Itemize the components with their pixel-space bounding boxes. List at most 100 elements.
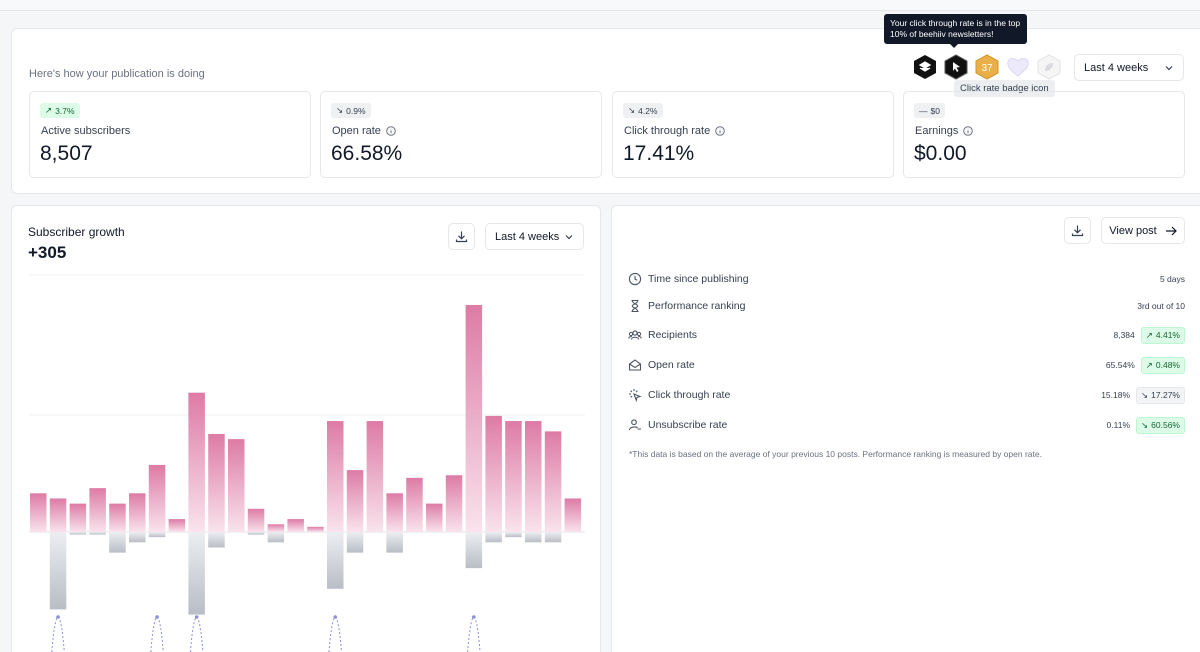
bar-new-subscribers bbox=[30, 493, 47, 532]
bar-new-subscribers bbox=[247, 508, 265, 532]
bar-new-subscribers bbox=[525, 421, 542, 532]
bar-new-subscribers bbox=[267, 524, 285, 532]
bar-unsubscribes bbox=[525, 532, 542, 543]
hourglass-icon bbox=[631, 299, 639, 313]
leaf-badge-icon[interactable] bbox=[1037, 54, 1061, 80]
metric-change-badge: — $0 bbox=[914, 103, 945, 118]
bar-new-subscribers bbox=[287, 519, 304, 532]
bar-new-subscribers bbox=[307, 526, 324, 532]
bar-new-subscribers bbox=[109, 503, 126, 532]
post-event-marker bbox=[194, 615, 199, 619]
metric-label: Active subscribers bbox=[41, 125, 131, 137]
metric-earnings: — $0 Earnings $0.00 bbox=[903, 91, 1185, 178]
metric-value: 17.41% bbox=[623, 142, 695, 165]
subscriber-growth-card: Subscriber growth +305 Last 4 weeks bbox=[11, 205, 601, 652]
bar-unsubscribes bbox=[544, 532, 562, 543]
bar-new-subscribers bbox=[564, 498, 582, 532]
bar-new-subscribers bbox=[485, 415, 502, 532]
trend-up-icon: ↗ bbox=[45, 105, 53, 115]
bar-unsubscribes bbox=[465, 532, 483, 569]
bar-new-subscribers bbox=[129, 493, 146, 532]
metric-label: Click through rate bbox=[624, 125, 726, 137]
post-event-curve bbox=[150, 616, 164, 652]
view-post-label: View post bbox=[1109, 224, 1157, 237]
trend-up-icon: ↗ bbox=[1145, 359, 1153, 370]
bar-new-subscribers bbox=[148, 464, 166, 532]
info-icon[interactable] bbox=[386, 126, 396, 136]
row-value: 65.54% bbox=[1105, 360, 1135, 370]
row-change-badge: ↘ 60.56% bbox=[1136, 416, 1185, 434]
trend-down-icon: ↘ bbox=[1141, 419, 1149, 430]
badge-label-tooltip: Click rate badge icon bbox=[954, 80, 1055, 97]
bar-unsubscribes bbox=[69, 532, 87, 535]
growth-range-select[interactable]: Last 4 weeks bbox=[485, 223, 584, 250]
users-icon bbox=[628, 330, 642, 340]
level-badge-icon[interactable]: 37 bbox=[975, 54, 999, 80]
post-row-performance-ranking: Performance ranking 3rd out of 10 bbox=[628, 295, 1185, 317]
level-badge-number: 37 bbox=[981, 63, 993, 74]
info-icon[interactable] bbox=[715, 126, 726, 136]
trend-down-icon: ↘ bbox=[628, 105, 636, 115]
metric-value: 66.58% bbox=[331, 142, 403, 165]
post-event-curve bbox=[189, 616, 204, 652]
click-rate-tooltip: Your click through rate is in the top 10… bbox=[884, 14, 1027, 48]
bar-new-subscribers bbox=[366, 421, 384, 532]
metric-label: Earnings bbox=[915, 125, 974, 137]
trend-flat-icon: — bbox=[919, 105, 928, 116]
row-change-badge: ↗ 4.41% bbox=[1140, 326, 1185, 344]
bar-unsubscribes bbox=[485, 532, 502, 543]
post-row-click-through-rate: Click through rate 15.18% ↘ 17.27% bbox=[628, 384, 1185, 406]
row-change-badge: ↗ 0.48% bbox=[1140, 356, 1185, 374]
trend-up-icon: ↗ bbox=[1145, 329, 1153, 340]
post-row-recipients: Recipients 8,384 ↗ 4.41% bbox=[628, 324, 1185, 346]
achievement-badges: 37 bbox=[913, 54, 1061, 80]
bar-unsubscribes bbox=[148, 532, 166, 538]
trend-down-icon: ↘ bbox=[1141, 389, 1149, 400]
download-button[interactable] bbox=[1064, 217, 1091, 244]
bar-unsubscribes bbox=[267, 532, 285, 543]
metric-label: Open rate bbox=[332, 125, 396, 137]
metric-click-through-rate: ↘ 4.2% Click through rate 17.41% bbox=[612, 91, 894, 178]
envelope-open-icon bbox=[628, 359, 642, 371]
download-icon bbox=[455, 231, 468, 243]
bar-new-subscribers bbox=[208, 433, 225, 532]
bar-new-subscribers bbox=[406, 477, 423, 532]
row-value: 5 days bbox=[1159, 274, 1185, 284]
row-value: 15.18% bbox=[1101, 390, 1131, 400]
bar-new-subscribers bbox=[346, 470, 364, 532]
bar-new-subscribers bbox=[168, 519, 186, 532]
bar-unsubscribes bbox=[49, 532, 67, 610]
post-performance-card: View post Time since publishing 5 days P… bbox=[611, 205, 1200, 652]
metric-change-badge: ↘ 0.9% bbox=[331, 103, 371, 118]
post-event-marker bbox=[56, 615, 60, 619]
metric-change-badge: ↘ 4.2% bbox=[623, 103, 663, 118]
click-rate-badge-icon[interactable] bbox=[944, 54, 968, 80]
bar-new-subscribers bbox=[544, 431, 562, 532]
subscriber-growth-chart bbox=[29, 274, 585, 652]
user-minus-icon bbox=[628, 419, 641, 431]
metric-change-badge: ↗ 3.7% bbox=[40, 103, 80, 118]
view-post-button[interactable]: View post bbox=[1101, 217, 1185, 244]
bar-new-subscribers bbox=[465, 304, 483, 532]
bar-unsubscribes bbox=[247, 532, 265, 535]
metric-open-rate: ↘ 0.9% Open rate 66.58% bbox=[320, 91, 602, 178]
post-event-marker bbox=[472, 615, 476, 619]
info-icon[interactable] bbox=[963, 126, 974, 136]
summary-range-select[interactable]: Last 4 weeks bbox=[1074, 54, 1184, 81]
bar-new-subscribers bbox=[49, 498, 67, 532]
bar-new-subscribers bbox=[327, 421, 344, 532]
row-change-badge: ↘ 17.27% bbox=[1136, 386, 1185, 404]
post-row-open-rate: Open rate 65.54% ↗ 0.48% bbox=[628, 354, 1185, 376]
bar-new-subscribers bbox=[228, 439, 245, 532]
top-bar bbox=[0, 0, 1200, 11]
bar-new-subscribers bbox=[426, 503, 443, 532]
bar-new-subscribers bbox=[89, 488, 106, 532]
bar-unsubscribes bbox=[346, 532, 364, 553]
layers-badge-icon[interactable] bbox=[913, 54, 937, 80]
post-footnote: *This data is based on the average of yo… bbox=[629, 449, 1042, 459]
download-button[interactable] bbox=[448, 223, 475, 250]
bar-new-subscribers bbox=[445, 475, 463, 532]
bar-unsubscribes bbox=[89, 532, 106, 535]
growth-total: +305 bbox=[28, 243, 67, 262]
heart-badge-icon[interactable] bbox=[1006, 54, 1030, 80]
